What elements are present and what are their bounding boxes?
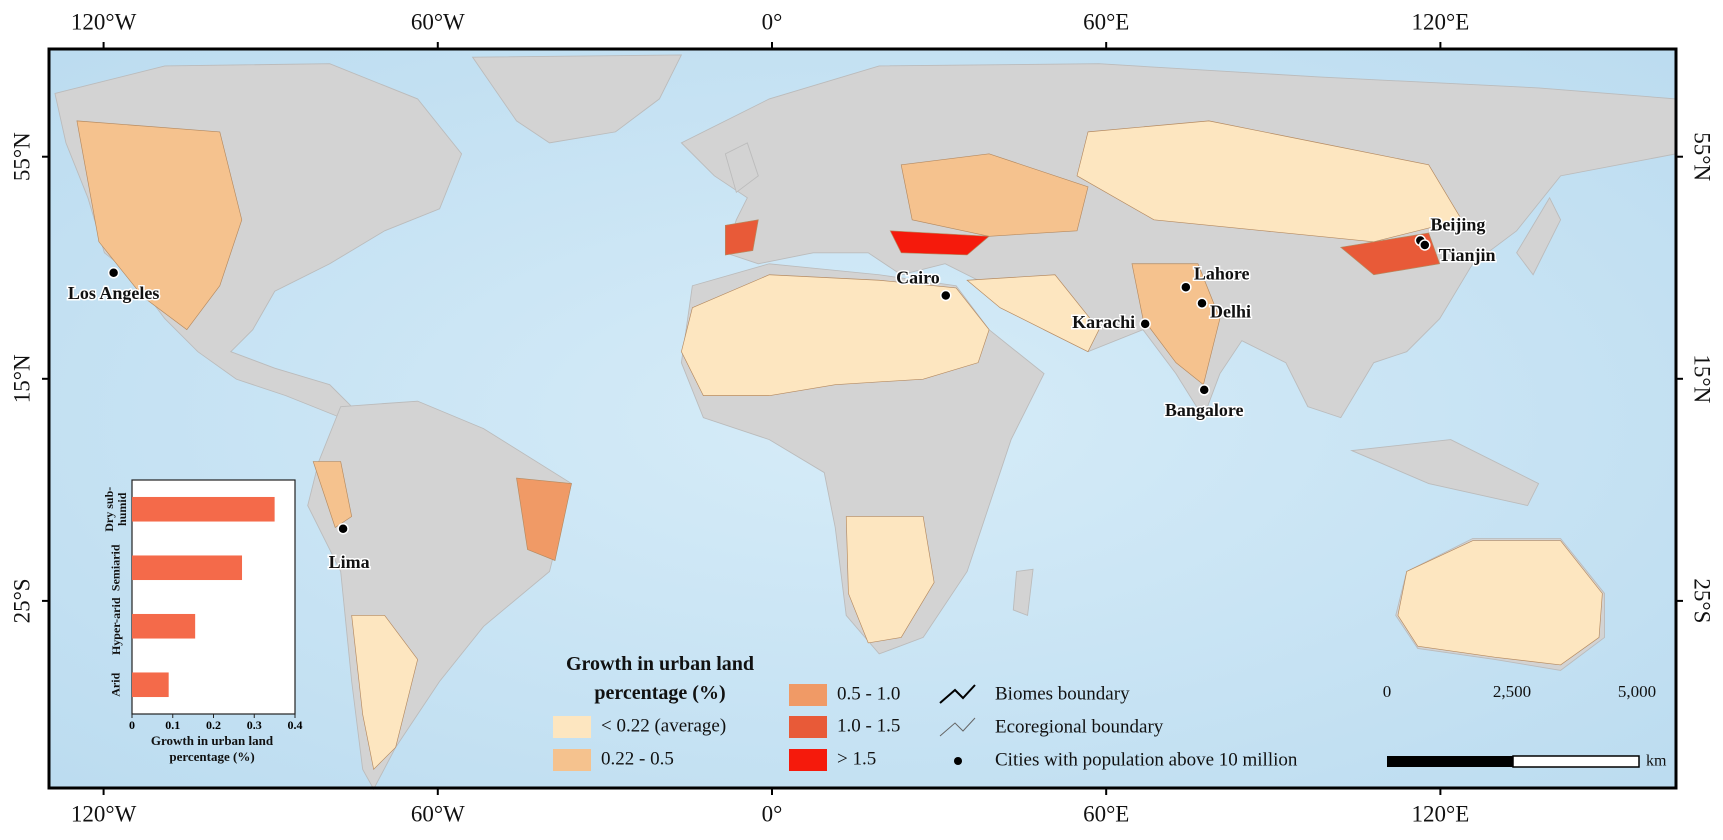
land [54, 54, 1677, 791]
inset-category-box: Semiarid [108, 544, 123, 592]
lat-label-left: 55°N [9, 132, 34, 181]
bar [132, 613, 196, 639]
inset-x-tick-label: 0 [129, 718, 135, 732]
city-symbol [954, 757, 962, 765]
bar [132, 672, 169, 698]
lon-label-bottom: 0° [762, 801, 783, 826]
inset-category-box: Dry sub-humid [102, 486, 129, 532]
bar [132, 555, 243, 581]
legend-line-label: Ecoregional boundary [995, 716, 1164, 737]
map-frame [47, 47, 1678, 790]
lon-label-top: 120°E [1412, 9, 1470, 34]
legend-swatch [789, 749, 827, 771]
city-point [940, 289, 952, 302]
scale-bar-white [1512, 755, 1640, 768]
legend-title-box: Growth in urban land percentage (%) [565, 653, 755, 704]
city-label: Bangalore [1165, 400, 1244, 420]
legend-label: 0.22 - 0.5 [601, 748, 674, 769]
city-point [107, 267, 120, 279]
inset-x-tick-label: 0.1 [165, 718, 180, 732]
scale-unit: km [1646, 753, 1667, 770]
drylands [76, 120, 1603, 770]
scale-label: 0 [1383, 682, 1392, 701]
inset-category-label: Semiarid [108, 544, 123, 592]
city-label: Karachi [1072, 312, 1135, 332]
legend-swatch [553, 749, 591, 771]
lon-label-bottom: 60°E [1083, 801, 1129, 826]
lon-label-bottom: 120°W [71, 801, 137, 826]
lat-label-right: 15°N [1690, 354, 1715, 403]
lat-label-left: 15°N [9, 354, 34, 403]
legend-swatch [789, 684, 827, 706]
legend-label: > 1.5 [837, 748, 876, 769]
lon-label-bottom: 60°W [411, 801, 465, 826]
lon-label-bottom: 120°E [1412, 801, 1470, 826]
inset-category-label: Hyper-arid [108, 597, 123, 656]
inset-x-tick-label: 0.3 [247, 718, 262, 732]
city-point [1196, 297, 1208, 310]
city-label: Los Angeles [68, 283, 160, 303]
biomes-symbol [939, 684, 976, 704]
city-point [1419, 239, 1431, 251]
scale-bar-black [1387, 756, 1513, 767]
bar [132, 496, 275, 522]
legend-title: Growth in urban land percentage (%) [565, 653, 755, 704]
legend-swatch [789, 716, 827, 738]
city-label: Tianjin [1439, 245, 1496, 265]
city-label: Beijing [1430, 215, 1485, 235]
city-point [1198, 384, 1210, 396]
legend-city-label: Cities with population above 10 million [995, 749, 1298, 770]
city-label: Delhi [1210, 301, 1251, 321]
legend-label: < 0.22 (average) [601, 715, 726, 736]
inset-category-label: Dry sub-humid [102, 486, 129, 532]
lat-label-right: 55°N [1690, 132, 1715, 181]
inset-x-tick-label: 0.4 [288, 718, 303, 732]
city-label: Lima [329, 552, 370, 572]
inset-category-box: Hyper-arid [108, 597, 123, 656]
legend-label: 0.5 - 1.0 [837, 683, 900, 704]
inset-x-tick-label: 0.2 [206, 718, 221, 732]
lon-label-top: 60°W [411, 9, 465, 34]
city-label: Lahore [1194, 263, 1250, 283]
inset-category-box: Arid [108, 672, 123, 697]
city-point [1139, 318, 1151, 330]
legend-label: 1.0 - 1.5 [837, 715, 900, 736]
lon-label-top: 60°E [1083, 9, 1129, 34]
city-label: Cairo [896, 268, 940, 288]
legend-swatch [553, 716, 591, 738]
city-point [337, 522, 349, 535]
lat-label-left: 25°S [9, 578, 34, 623]
inset-category-label: Arid [108, 672, 123, 697]
scale-label: 2,500 [1493, 682, 1531, 701]
ecoregion-symbol [939, 717, 976, 737]
legend-line-label: Biomes boundary [995, 683, 1130, 704]
scale-label: 5,000 [1618, 682, 1656, 701]
inset-xlabel-box: Growth in urban land percentage (%) [150, 733, 274, 764]
city-point [1180, 281, 1192, 293]
lat-label-right: 25°S [1690, 578, 1715, 623]
lon-label-top: 0° [762, 9, 783, 34]
inset-x-axis-label: Growth in urban land percentage (%) [150, 733, 274, 764]
lon-label-top: 120°W [71, 9, 137, 34]
